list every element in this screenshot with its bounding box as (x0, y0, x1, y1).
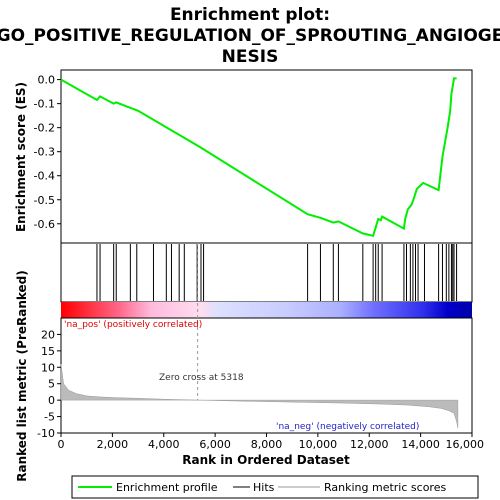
ranking-metric-area (60, 363, 459, 429)
es-tick-label: 0.0 (38, 74, 56, 87)
es-tick-label: -0.4 (34, 170, 55, 183)
x-tick-label: 16,000 (446, 438, 485, 451)
x-tick-label: 6,000 (199, 438, 231, 451)
metric-y-ticks: 20 15 10 5 0 -5 -10 (37, 328, 61, 440)
legend-metric-label: Ranking metric scores (324, 481, 446, 494)
metric-y-axis-label: Ranked list metric (PreRanked) (15, 270, 29, 482)
x-tick-label: 2,000 (97, 438, 129, 451)
metric-tick-label: 10 (41, 361, 55, 374)
metric-tick-label: 15 (41, 345, 55, 358)
x-tick-label: 0 (58, 438, 65, 451)
es-y-ticks: 0.0 -0.1 -0.2 -0.3 -0.4 -0.5 -0.6 (34, 74, 61, 231)
negative-correlation-label: 'na_neg' (negatively correlated) (276, 422, 419, 432)
x-tick-label: 4,000 (148, 438, 180, 451)
zero-cross-label: Zero cross at 5318 (159, 373, 244, 383)
chart-title-line-2: GO_POSITIVE_REGULATION_OF_SPROUTING_ANGI… (0, 26, 500, 46)
metric-tick-label: -10 (37, 427, 55, 440)
legend-box (71, 475, 479, 499)
chart-title-line-1: Enrichment plot: (170, 5, 330, 25)
rank-color-bar (61, 302, 472, 318)
es-panel (60, 69, 473, 244)
legend-hits-label: Hits (253, 481, 275, 494)
es-tick-label: -0.2 (34, 122, 55, 135)
legend-profile-label: Enrichment profile (116, 481, 218, 494)
positive-correlation-label: 'na_pos' (positively correlated) (64, 320, 202, 330)
chart-title-line-3: NESIS (222, 47, 279, 67)
metric-tick-label: 5 (48, 378, 55, 391)
x-tick-label: 8,000 (251, 438, 283, 451)
es-y-axis-label: Enrichment score (ES) (14, 82, 28, 232)
metric-tick-label: 20 (41, 328, 55, 341)
x-tick-label: 10,000 (299, 438, 338, 451)
metric-tick-label: -5 (44, 411, 55, 424)
enrichment-profile-line (60, 77, 457, 237)
x-tick-label: 12,000 (350, 438, 389, 451)
metric-panel (60, 317, 473, 434)
x-tick-label: 14,000 (401, 438, 440, 451)
metric-tick-label: 0 (48, 394, 55, 407)
hits-lines (96, 244, 458, 301)
es-tick-label: -0.1 (34, 98, 55, 111)
es-tick-label: -0.5 (34, 194, 55, 207)
es-tick-label: -0.3 (34, 146, 55, 159)
x-axis-label: Rank in Ordered Dataset (182, 453, 350, 467)
es-tick-label: -0.6 (34, 218, 55, 231)
x-axis-ticks: 0 2,000 4,000 6,000 8,000 10,000 12,000 14,000 1… (58, 433, 485, 451)
